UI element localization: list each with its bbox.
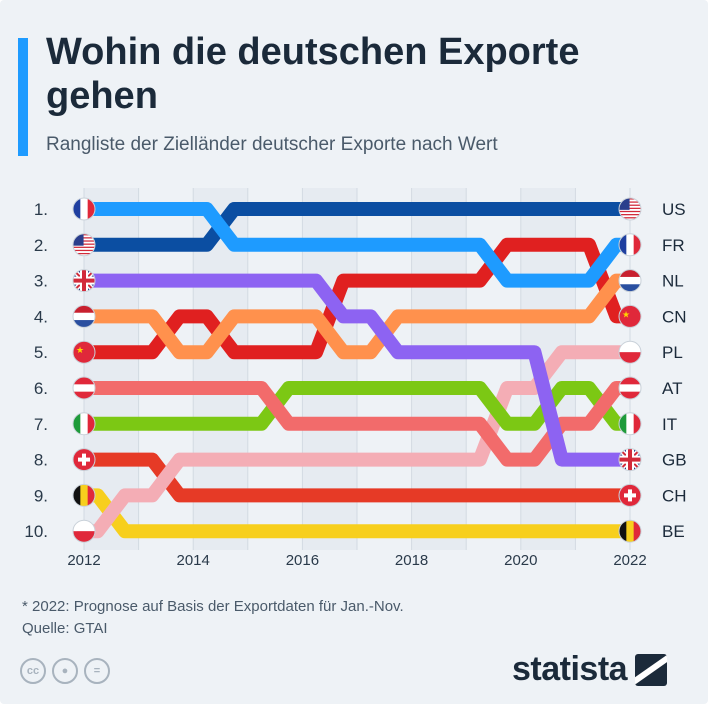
y-tick-label: 7. [34,415,48,434]
footnote-block: * 2022: Prognose auf Basis der Exportdat… [22,596,404,640]
fr-flag-icon [618,233,642,257]
y-tick-label: 2. [34,236,48,255]
y-axis: 1. 2. 3. 4. 5. 6. 7. 8. 9. 10. [24,200,48,541]
footnote-source: Quelle: GTAI [22,620,108,637]
license-icons: cc ● = [20,658,110,684]
cc-icon[interactable]: cc [20,658,46,684]
x-tick-label: 2020 [504,552,537,569]
gb-flag-icon [72,269,96,293]
svg-text:★: ★ [76,346,84,356]
series-line-be [77,488,637,539]
statista-logo[interactable]: statista [512,650,668,689]
x-tick-label: 2014 [177,552,210,569]
x-tick-label: 2022 [613,552,646,569]
x-tick-label: 2018 [395,552,428,569]
series-label-ch: CH [662,486,687,505]
y-tick-label: 1. [34,200,48,219]
series-label-be: BE [662,522,685,541]
series-label-it: IT [662,415,677,434]
us-flag-icon [72,233,96,257]
ch-flag-icon [72,448,96,472]
y-tick-label: 8. [34,451,48,470]
y-tick-label: 9. [34,486,48,505]
brand-mark-icon [635,653,668,686]
it-flag-icon [618,412,642,436]
person-icon[interactable]: ● [52,658,78,684]
series-line-gb [77,273,637,467]
be-flag-icon [618,519,642,543]
bump-chart: 1. 2. 3. 4. 5. 6. 7. 8. 9. 10. 2012 2014 2016 2018 202… [24,188,687,569]
brand-name: statista [512,650,628,688]
equal-icon[interactable]: = [84,658,110,684]
svg-text:★: ★ [622,310,630,320]
y-tick-label: 4. [34,307,48,326]
us-flag-icon [618,197,642,221]
cn-flag-icon: ★ [72,340,96,364]
series-line-nl [77,273,637,360]
y-tick-label: 5. [34,343,48,362]
x-tick-label: 2012 [67,552,100,569]
flag-markers: ★★ [72,197,642,543]
series-label-nl: NL [662,272,684,291]
at-flag-icon [618,376,642,400]
series-label-pl: PL [662,343,683,362]
series-label-gb: GB [662,451,687,470]
series-line-at [77,381,637,467]
gb-flag-icon [618,448,642,472]
x-tick-label: 2016 [286,552,319,569]
cn-flag-icon: ★ [618,304,642,328]
series-line-cn [77,237,637,360]
x-axis: 2012 2014 2016 2018 2020 2022 [67,552,646,569]
series-line-us [77,202,637,252]
series-line-ch [77,452,637,503]
nl-flag-icon [618,269,642,293]
series-label-cn: CN [662,307,687,326]
fr-flag-icon [72,197,96,221]
nl-flag-icon [72,304,96,328]
y-tick-label: 10. [24,522,48,541]
accent-bar [18,38,28,156]
series-label-at: AT [662,379,682,398]
pl-flag-icon [618,340,642,364]
be-flag-icon [72,483,96,507]
at-flag-icon [72,376,96,400]
chart-title: Wohin die deutschen Exporte gehen [46,31,580,117]
footnote-note: * 2022: Prognose auf Basis der Exportdat… [22,598,404,615]
end-labels: FR US GB NL CN AT IT PL CH BE [662,200,687,541]
series-line-pl [77,345,637,539]
y-tick-label: 3. [34,272,48,291]
series-label-us: US [662,200,686,219]
series-lines [77,202,637,539]
series-label-fr: FR [662,236,685,255]
y-tick-label: 6. [34,379,48,398]
chart-subtitle: Rangliste der Zielländer deutscher Expor… [46,134,498,155]
series-line-fr [77,202,637,288]
it-flag-icon [72,412,96,436]
series-line-it [77,381,637,431]
pl-flag-icon [72,519,96,543]
ch-flag-icon [618,483,642,507]
